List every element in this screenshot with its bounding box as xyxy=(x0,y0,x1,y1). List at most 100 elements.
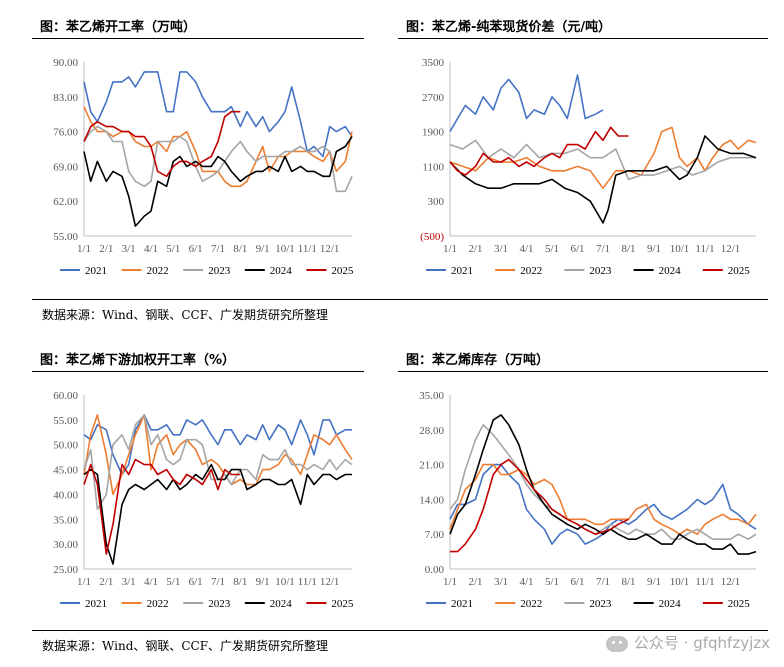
source-note-bottom: 数据来源：Wind、钢联、CCF、广发期货研究所整理 xyxy=(42,639,329,653)
x-tick-label: 11/1 xyxy=(298,576,317,588)
x-tick-label: 4/1 xyxy=(519,243,533,255)
x-tick-label: 9/1 xyxy=(647,576,661,588)
series-line-2021 xyxy=(83,71,353,158)
x-tick-label: 11/1 xyxy=(298,243,317,255)
legend-label: 2021 xyxy=(85,265,107,277)
divider-top xyxy=(32,299,768,300)
y-tick-label: 25.00 xyxy=(53,564,78,576)
y-tick-label: 300 xyxy=(428,196,445,208)
y-tick-label: 1900 xyxy=(422,127,445,139)
x-tick-label: 1/1 xyxy=(443,243,457,255)
x-tick-label: 8/1 xyxy=(233,576,247,588)
series-line-2022 xyxy=(83,414,353,496)
series-line-2025 xyxy=(450,458,629,553)
series-line-2024 xyxy=(449,414,757,555)
y-tick-label: 35.00 xyxy=(53,514,78,526)
watermark: 公众号 · gfqhfzyjzx xyxy=(605,632,770,653)
legend-label: 2023 xyxy=(208,265,231,277)
x-tick-label: 2/1 xyxy=(99,243,113,255)
wechat-icon xyxy=(605,635,628,652)
chart-panel-c4: 图：苯乙烯库存（万吨） 0.00 7.00 14.00 21.00 28.00 35.00… xyxy=(398,350,768,630)
legend-label: 2021 xyxy=(451,598,473,610)
series-line-2024 xyxy=(449,135,757,224)
x-tick-label: 7/1 xyxy=(596,576,610,588)
series-line-2024 xyxy=(83,463,352,565)
y-tick-label: 55.00 xyxy=(53,231,78,243)
x-tick-label: 4/1 xyxy=(519,576,533,588)
y-tick-label: 14.00 xyxy=(419,494,444,506)
x-tick-label: 3/1 xyxy=(494,243,508,255)
series-line-2024 xyxy=(83,136,353,227)
x-tick-label: 10/1 xyxy=(670,243,690,255)
x-tick-label: 1/1 xyxy=(77,576,91,588)
y-tick-label: 40.00 xyxy=(53,489,78,501)
watermark-text: 公众号 · gfqhfzyjzx xyxy=(633,634,770,652)
series-line-2021 xyxy=(83,414,352,476)
x-tick-label: 5/1 xyxy=(545,576,559,588)
y-tick-label: 90.00 xyxy=(53,57,78,69)
chart-c2: (500) 300 1100 1900 2700 3500 1/1 2/1 3/1 4/1 5/1 6… xyxy=(420,57,757,277)
series-line-2022 xyxy=(83,106,353,188)
y-tick-label: 62.00 xyxy=(53,196,78,208)
y-tick-label: 21.00 xyxy=(419,460,444,472)
legend-label: 2025 xyxy=(331,598,354,610)
y-tick-label: 60.00 xyxy=(53,390,78,402)
legend-label: 2024 xyxy=(659,598,682,610)
legend-label: 2024 xyxy=(659,265,682,277)
x-tick-label: 9/1 xyxy=(256,576,270,588)
x-tick-label: 9/1 xyxy=(256,243,270,255)
x-tick-label: 12/1 xyxy=(721,576,741,588)
y-tick-label: 45.00 xyxy=(53,465,78,477)
chart-c4: 0.00 7.00 14.00 21.00 28.00 35.00 1/1 2/1 3/1 4/1… xyxy=(419,390,757,610)
y-tick-label: 1100 xyxy=(422,161,444,173)
x-tick-label: 7/1 xyxy=(211,243,225,255)
y-tick-label: 0.00 xyxy=(425,564,445,576)
x-tick-label: 8/1 xyxy=(621,243,635,255)
y-tick-label: 35.00 xyxy=(419,390,444,402)
legend-label: 2024 xyxy=(270,265,293,277)
x-tick-label: 1/1 xyxy=(77,243,91,255)
chart-title-c4: 图：苯乙烯库存（万吨） xyxy=(398,350,768,372)
x-tick-label: 3/1 xyxy=(122,576,136,588)
x-tick-label: 12/1 xyxy=(320,243,340,255)
x-tick-label: 12/1 xyxy=(320,576,340,588)
x-tick-label: 6/1 xyxy=(570,243,584,255)
legend-label: 2021 xyxy=(85,598,107,610)
x-tick-label: 10/1 xyxy=(275,576,295,588)
divider-bottom xyxy=(32,630,768,631)
x-tick-label: 3/1 xyxy=(494,576,508,588)
y-tick-label: 2700 xyxy=(422,92,445,104)
x-tick-label: 8/1 xyxy=(621,576,635,588)
chart-c1: 55.00 62.00 69.00 76.00 83.00 90.00 1/1 2/1 3/1 4… xyxy=(53,57,354,277)
x-tick-label: 1/1 xyxy=(443,576,457,588)
chart-title-c1: 图：苯乙烯开工率（万吨） xyxy=(32,17,364,39)
chart-title-c3: 图：苯乙烯下游加权开工率（%） xyxy=(32,350,364,372)
x-tick-label: 4/1 xyxy=(144,243,158,255)
x-tick-label: 9/1 xyxy=(647,243,661,255)
legend-label: 2023 xyxy=(589,265,612,277)
x-tick-label: 6/1 xyxy=(189,243,203,255)
chart-title-c2: 图：苯乙烯-纯苯现货价差（元/吨） xyxy=(398,17,768,39)
y-tick-label: 50.00 xyxy=(53,440,78,452)
chart-panel-c2: 图：苯乙烯-纯苯现货价差（元/吨） (500) 300 1100 1900 2700 35… xyxy=(398,17,768,297)
series-line-2021 xyxy=(449,74,604,133)
x-tick-label: 2/1 xyxy=(99,576,113,588)
y-tick-label: (500) xyxy=(420,231,444,243)
legend-label: 2022 xyxy=(520,598,542,610)
series-line-2025 xyxy=(449,126,629,176)
x-tick-label: 5/1 xyxy=(166,576,180,588)
series-line-2025 xyxy=(83,458,241,555)
x-tick-label: 7/1 xyxy=(596,243,610,255)
legend-label: 2022 xyxy=(147,265,169,277)
legend-label: 2025 xyxy=(728,598,751,610)
series-line-2025 xyxy=(83,110,241,178)
x-tick-label: 11/1 xyxy=(695,243,714,255)
series-line-2023 xyxy=(83,414,353,511)
chart-c3: 25.00 30.00 35.00 40.00 45.00 50.00 55.00 60.00… xyxy=(53,390,354,610)
y-tick-label: 55.00 xyxy=(53,415,78,427)
legend-label: 2025 xyxy=(728,265,751,277)
y-tick-label: 83.00 xyxy=(53,92,78,104)
x-tick-label: 6/1 xyxy=(570,576,584,588)
x-tick-label: 6/1 xyxy=(189,576,203,588)
y-tick-label: 69.00 xyxy=(53,161,78,173)
